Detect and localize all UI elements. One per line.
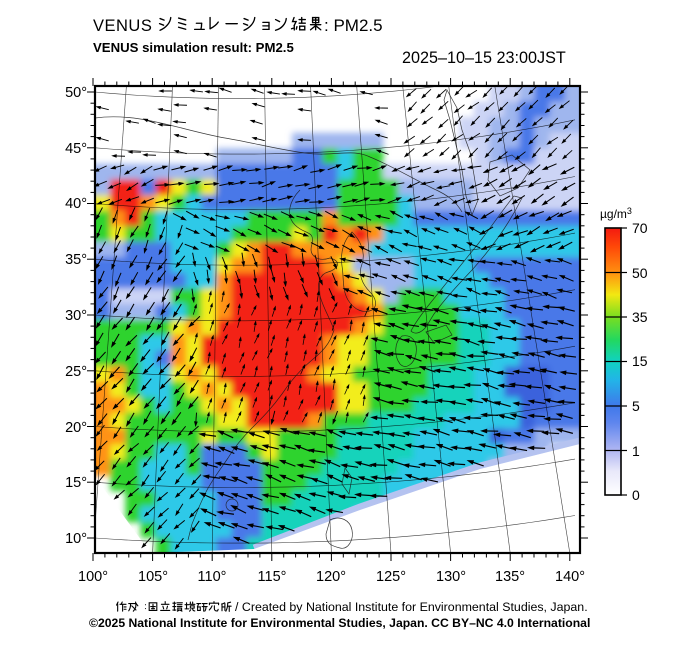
svg-text:15: 15 (632, 353, 648, 369)
svg-text:45°: 45° (65, 141, 87, 157)
svg-text:115°: 115° (258, 569, 287, 585)
svg-text:/ Created by National Institut: / Created by National Institute for Envi… (235, 600, 588, 614)
svg-text:µg/m3: µg/m3 (600, 206, 632, 221)
svg-text:25°: 25° (65, 364, 87, 380)
svg-text:1: 1 (632, 443, 640, 459)
svg-text:15°: 15° (65, 475, 87, 491)
svg-text:125°: 125° (376, 569, 406, 585)
svg-text:40°: 40° (65, 196, 87, 212)
svg-text:30°: 30° (65, 308, 87, 324)
svg-text:50: 50 (632, 265, 648, 281)
svg-text:140°: 140° (555, 569, 585, 585)
svg-text:120°: 120° (316, 569, 346, 585)
svg-text:VENUS: VENUS (93, 17, 152, 35)
svg-text:130°: 130° (436, 569, 466, 585)
svg-text:5: 5 (632, 398, 640, 414)
svg-text:105°: 105° (138, 569, 168, 585)
svg-text:2025–10–15 23:00JST: 2025–10–15 23:00JST (402, 49, 566, 67)
svg-text:10°: 10° (65, 531, 87, 547)
svg-text:: PM2.5: : PM2.5 (324, 16, 383, 35)
svg-text:VENUS simulation result: PM2.5: VENUS simulation result: PM2.5 (93, 40, 294, 55)
svg-text:20°: 20° (65, 420, 87, 436)
svg-text:135°: 135° (495, 569, 525, 585)
svg-text:110°: 110° (198, 569, 227, 585)
svg-text:50°: 50° (65, 85, 87, 101)
svg-text:100°: 100° (78, 569, 108, 585)
svg-text:35°: 35° (65, 252, 87, 268)
svg-text:35: 35 (632, 309, 648, 325)
svg-text:70: 70 (632, 220, 648, 236)
svg-text:©2025 National Institute for E: ©2025 National Institute for Environment… (89, 616, 590, 630)
svg-text:0: 0 (632, 487, 640, 503)
